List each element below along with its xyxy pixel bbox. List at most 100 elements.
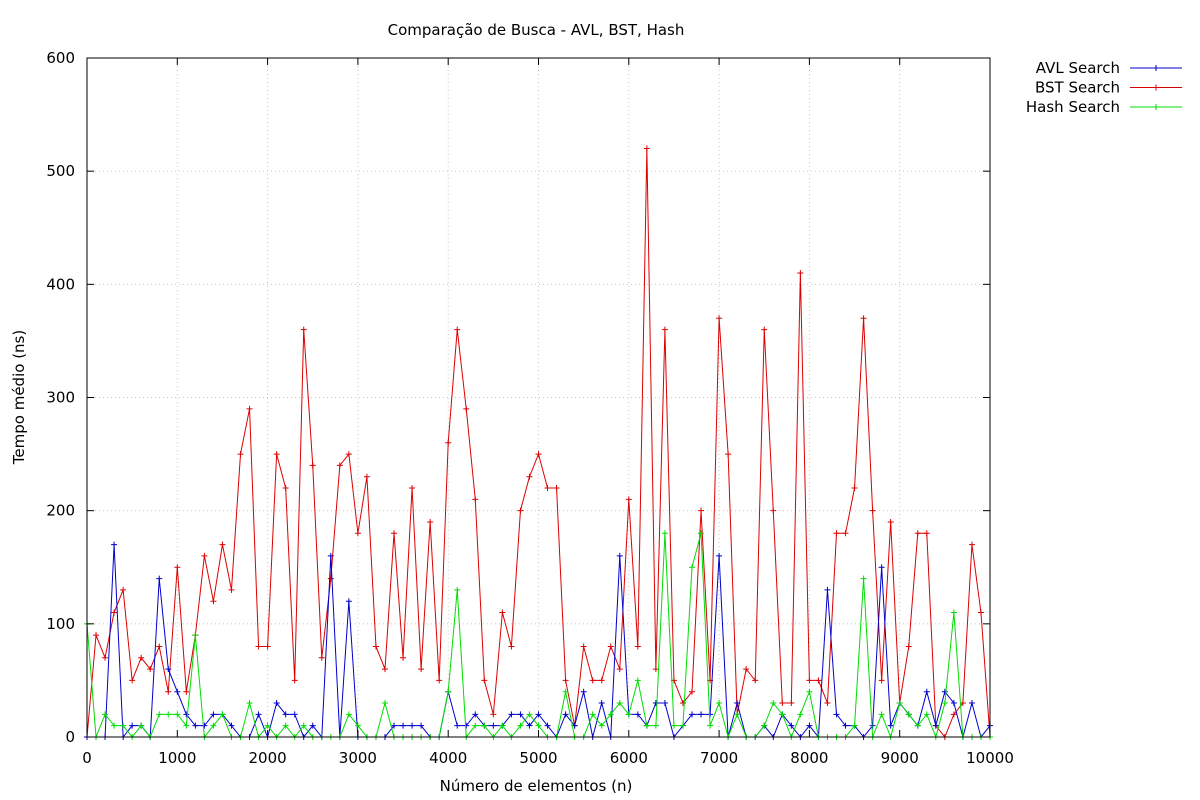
avl-series-line (87, 544, 991, 739)
hash-point (905, 711, 912, 718)
avl-point (490, 722, 497, 729)
hash-point (102, 711, 109, 718)
hash-point (761, 722, 768, 729)
avl-point (580, 688, 587, 695)
hash-point (445, 688, 452, 695)
bst-point (102, 654, 109, 661)
avl-point (698, 711, 705, 718)
avl-point (463, 722, 470, 729)
hash-point (300, 722, 307, 729)
bst-point (562, 677, 569, 684)
legend-label-hash: Hash Search (1026, 98, 1120, 116)
bst-point (950, 711, 957, 718)
avl-point (174, 688, 181, 695)
bst-point (905, 643, 912, 650)
hash-point (454, 586, 461, 593)
avl-point (192, 722, 199, 729)
bst-point (499, 609, 506, 616)
x-tick-label: 7000 (700, 749, 738, 767)
bst-point (923, 530, 930, 537)
hash-point (950, 609, 957, 616)
avl-point (517, 711, 524, 718)
avl-point (661, 700, 668, 707)
bst-point (165, 688, 172, 695)
bst-point (689, 688, 696, 695)
y-tick-label: 200 (46, 502, 75, 520)
hash-point (634, 677, 641, 684)
hash-point (643, 722, 650, 729)
avl-point (309, 722, 316, 729)
bst-point (652, 666, 659, 673)
bst-point (968, 541, 975, 548)
bst-point (309, 462, 316, 469)
hash-point (797, 711, 804, 718)
avl-point (183, 711, 190, 718)
hash-point (210, 722, 217, 729)
bst-point (174, 564, 181, 571)
y-tick-label: 100 (46, 615, 75, 633)
avl-point (887, 722, 894, 729)
hash-point (472, 722, 479, 729)
hash-point (770, 700, 777, 707)
bst-point (643, 145, 650, 152)
y-tick-label: 300 (46, 389, 75, 407)
bst-point (526, 473, 533, 480)
hash-point (860, 575, 867, 582)
hash-point (607, 711, 614, 718)
legend-label-avl: AVL Search (1036, 59, 1120, 77)
bst-point (797, 270, 804, 277)
bst-point (833, 530, 840, 537)
avl-point (409, 722, 416, 729)
bst-point (138, 654, 145, 661)
bst-point (869, 507, 876, 514)
bst-point (661, 326, 668, 333)
avl-point (734, 700, 741, 707)
bst-point (318, 654, 325, 661)
avl-point (968, 700, 975, 707)
bst-point (273, 451, 280, 458)
hash-point (779, 711, 786, 718)
bst-point (481, 677, 488, 684)
avl-point (228, 722, 235, 729)
bst-point (779, 700, 786, 707)
bst-point (454, 326, 461, 333)
hash-point (345, 711, 352, 718)
bst-point (824, 700, 831, 707)
bst-point (634, 643, 641, 650)
avl-point (111, 541, 118, 548)
bst-point (255, 643, 262, 650)
series-lines (84, 145, 993, 740)
bst-point (508, 643, 515, 650)
hash-point (806, 688, 813, 695)
bst-point (210, 598, 217, 605)
axis-ticks (86, 57, 991, 738)
bst-point (788, 700, 795, 707)
bst-point (914, 530, 921, 537)
bst-point (725, 451, 732, 458)
bst-point (120, 586, 127, 593)
avl-point (824, 586, 831, 593)
x-tick-label: 10000 (966, 749, 1014, 767)
bst-point (354, 530, 361, 537)
bst-point (156, 643, 163, 650)
bst-point (679, 700, 686, 707)
bst-point (219, 541, 226, 548)
hash-point (941, 700, 948, 707)
x-tick-label: 8000 (790, 749, 828, 767)
y-axis-title: Tempo médio (ns) (10, 330, 28, 465)
bst-point (607, 643, 614, 650)
hash-point (192, 632, 199, 639)
hash-point (526, 711, 533, 718)
hash-point (689, 564, 696, 571)
bst-point (815, 677, 822, 684)
hash-point (661, 530, 668, 537)
grid (87, 58, 990, 737)
avl-point (923, 688, 930, 695)
avl-point (129, 722, 136, 729)
bst-point (363, 473, 370, 480)
hash-point (923, 711, 930, 718)
avl-point (833, 711, 840, 718)
bst-point (327, 575, 334, 582)
